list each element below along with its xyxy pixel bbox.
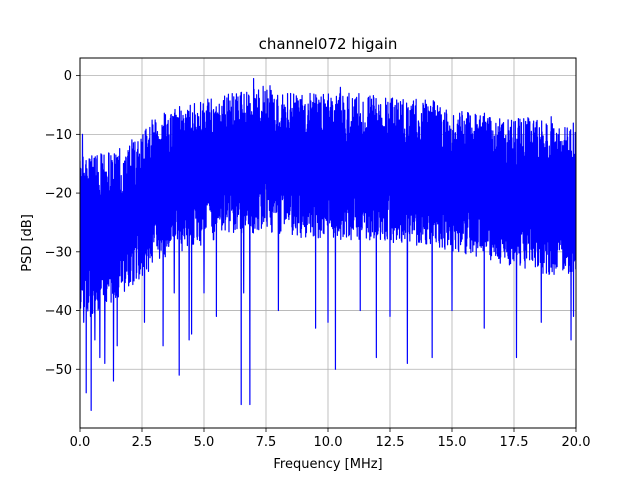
y-axis-label: PSD [dB] xyxy=(20,214,35,272)
x-tick-label: 12.5 xyxy=(376,435,405,450)
x-tick-label: 15.0 xyxy=(438,435,467,450)
y-tick-label: −40 xyxy=(45,304,72,319)
y-tick-label: −10 xyxy=(45,128,72,143)
x-tick-label: 10.0 xyxy=(314,435,343,450)
x-tick-label: 2.5 xyxy=(132,435,153,450)
x-tick-label: 20.0 xyxy=(562,435,591,450)
y-tick-label: −20 xyxy=(45,187,72,202)
chart-title: channel072 higain xyxy=(259,35,398,53)
x-tick-label: 7.5 xyxy=(256,435,277,450)
y-tick-label: −50 xyxy=(45,363,72,378)
y-tick-label: 0 xyxy=(64,69,72,84)
x-tick-label: 5.0 xyxy=(194,435,215,450)
x-axis-label: Frequency [MHz] xyxy=(273,457,382,472)
series-psd xyxy=(80,77,576,411)
x-tick-label: 0.0 xyxy=(70,435,91,450)
y-tick-label: −30 xyxy=(45,245,72,260)
psd-line xyxy=(80,77,576,411)
x-axis: 0.0 2.5 5.0 7.5 10.0 12.5 15.0 17.5 20.0 xyxy=(70,428,591,450)
y-axis: 0 −10 −20 −30 −40 −50 xyxy=(45,69,80,378)
x-tick-label: 17.5 xyxy=(500,435,529,450)
